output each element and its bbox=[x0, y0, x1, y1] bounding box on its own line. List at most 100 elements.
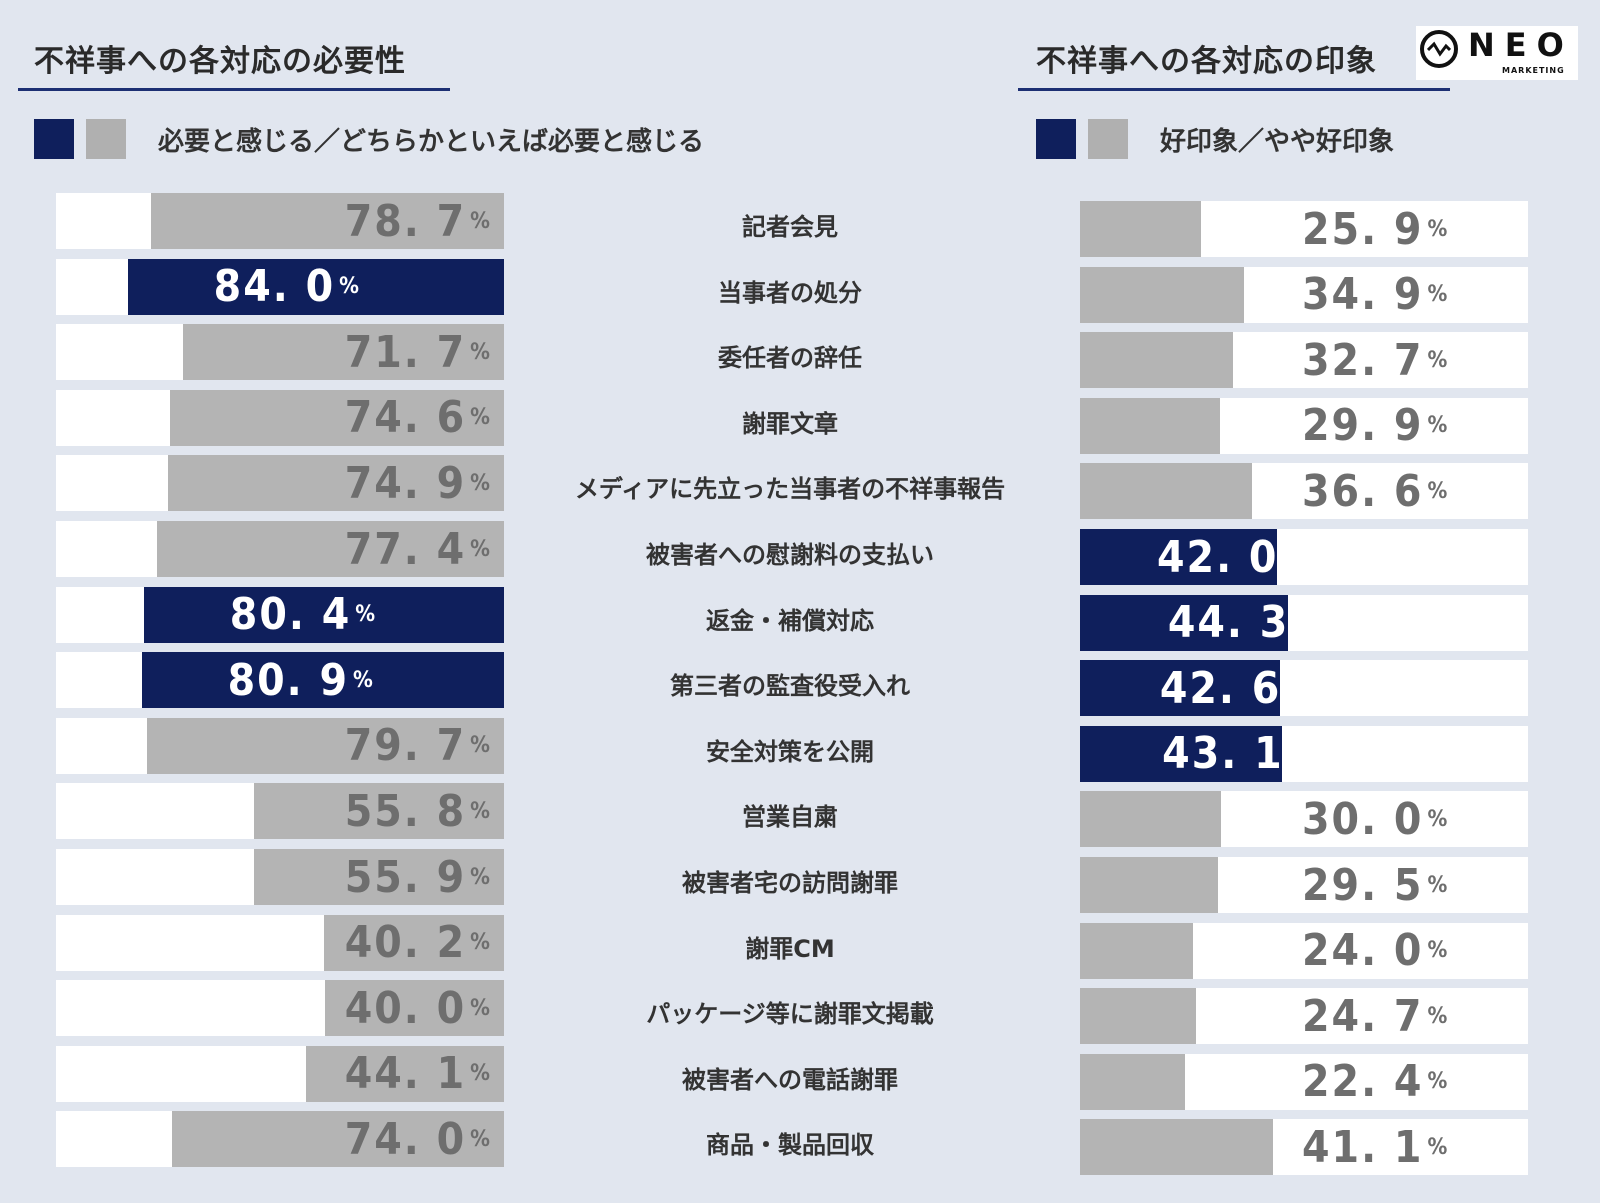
left-bar bbox=[146, 717, 504, 774]
data-label: 80. 4% bbox=[230, 587, 375, 643]
right-bar-track: 29. 5% bbox=[1080, 857, 1528, 913]
neo-marketing-logo: NEO MARKETING bbox=[1416, 26, 1578, 80]
data-label-unit: % bbox=[470, 470, 490, 496]
right-bar bbox=[1080, 988, 1196, 1045]
left-bar bbox=[168, 455, 504, 512]
data-label: 84. 0% bbox=[214, 259, 359, 315]
data-label-value: 34. 9 bbox=[1302, 269, 1424, 321]
data-label-unit: % bbox=[1427, 1069, 1448, 1095]
data-label-value: 42. 6 bbox=[1159, 662, 1282, 714]
data-label: 30. 0% bbox=[1302, 791, 1447, 847]
data-label: 43. 1% bbox=[1162, 726, 1307, 782]
data-label: 40. 2% bbox=[345, 915, 490, 971]
right-bar-track: 25. 9% bbox=[1080, 201, 1528, 257]
data-label: 42. 6% bbox=[1160, 660, 1305, 716]
left-bar bbox=[324, 980, 504, 1037]
data-label-unit: % bbox=[353, 667, 373, 693]
data-label-unit: % bbox=[1427, 1134, 1448, 1160]
right-bar bbox=[1080, 1053, 1186, 1110]
data-label: 44. 1% bbox=[345, 1046, 490, 1102]
left-bar-track: 74. 0% bbox=[56, 1111, 504, 1168]
data-label-value: 55. 9 bbox=[344, 851, 467, 903]
data-label-unit: % bbox=[339, 274, 359, 300]
data-label-unit: % bbox=[1293, 610, 1314, 636]
category-label: 委任者の辞任 bbox=[718, 344, 862, 373]
right-bar bbox=[1080, 660, 1280, 717]
data-label-unit: % bbox=[1427, 1003, 1448, 1029]
data-label: 74. 9% bbox=[345, 455, 490, 511]
left-bar bbox=[172, 1111, 504, 1168]
left-bar-track: 78. 7% bbox=[56, 193, 504, 249]
data-label: 25. 9% bbox=[1302, 201, 1447, 257]
left-bar bbox=[141, 652, 504, 709]
data-label-value: 74. 9 bbox=[344, 457, 467, 509]
data-label-value: 22. 4 bbox=[1302, 1056, 1424, 1108]
data-label-value: 80. 9 bbox=[227, 654, 350, 706]
data-label-value: 80. 4 bbox=[229, 589, 352, 641]
data-label-unit: % bbox=[470, 1126, 490, 1152]
legend-swatch-navy bbox=[34, 119, 74, 159]
right-bar bbox=[1080, 201, 1202, 257]
data-label-unit: % bbox=[1287, 741, 1308, 767]
data-label-unit: % bbox=[470, 995, 490, 1021]
left-bar bbox=[169, 389, 504, 446]
data-label-value: 24. 0 bbox=[1302, 925, 1424, 977]
data-label-value: 25. 9 bbox=[1302, 203, 1424, 255]
data-label-unit: % bbox=[1427, 282, 1448, 308]
data-label-value: 40. 0 bbox=[344, 982, 467, 1034]
category-label: 被害者への電話謝罪 bbox=[682, 1065, 898, 1094]
data-label-value: 74. 6 bbox=[344, 392, 467, 444]
left-bar bbox=[143, 586, 504, 643]
data-label: 74. 6% bbox=[345, 390, 490, 446]
data-label: 36. 6% bbox=[1302, 463, 1447, 519]
left-title-underline bbox=[18, 88, 450, 91]
left-bar-track: 40. 0% bbox=[56, 980, 504, 1037]
right-bar-track: 29. 9% bbox=[1080, 397, 1528, 454]
right-bar bbox=[1080, 1119, 1273, 1176]
data-label-unit: % bbox=[1285, 675, 1306, 701]
data-label: 24. 7% bbox=[1302, 988, 1447, 1044]
left-legend: 必要と感じる／どちらかといえば必要と感じる bbox=[34, 119, 704, 159]
category-label: パッケージ等に謝罪文掲載 bbox=[646, 1000, 934, 1029]
category-label: 当事者の処分 bbox=[718, 278, 862, 307]
category-label: メディアに先立った当事者の不祥事報告 bbox=[574, 475, 1006, 504]
data-label-unit: % bbox=[470, 864, 490, 890]
data-label-value: 43. 1 bbox=[1162, 728, 1284, 780]
category-label: 返金・補償対応 bbox=[706, 606, 874, 635]
data-label-value: 40. 2 bbox=[344, 917, 467, 969]
data-label-value: 42. 0 bbox=[1157, 531, 1279, 583]
data-label-value: 71. 7 bbox=[344, 326, 467, 378]
data-label-unit: % bbox=[1427, 872, 1448, 898]
left-bar-track: 55. 8% bbox=[56, 783, 504, 840]
category-label: 被害者宅の訪問謝罪 bbox=[682, 869, 898, 897]
right-bar bbox=[1080, 725, 1283, 782]
category-label: 営業自粛 bbox=[742, 803, 838, 832]
category-label: 第三者の監査役受入れ bbox=[670, 672, 910, 701]
category-label: 被害者への慰謝料の支払い bbox=[646, 541, 934, 569]
data-label-unit: % bbox=[470, 930, 490, 956]
data-label-value: 84. 0 bbox=[213, 261, 336, 313]
data-label-value: 32. 7 bbox=[1302, 334, 1424, 386]
data-label-unit: % bbox=[355, 602, 376, 628]
data-label: 55. 9% bbox=[345, 849, 490, 905]
data-label-value: 74. 0 bbox=[344, 1113, 467, 1165]
right-bar bbox=[1080, 529, 1278, 585]
left-bar-track: 74. 9% bbox=[56, 455, 504, 512]
left-bar bbox=[151, 193, 504, 249]
legend-swatch-gray bbox=[1088, 119, 1128, 159]
right-bar bbox=[1080, 922, 1193, 979]
data-label: 71. 7% bbox=[345, 324, 490, 380]
right-bar-track: 34. 9% bbox=[1080, 266, 1528, 323]
legend-swatch-navy bbox=[1036, 119, 1076, 159]
left-bar-track: 44. 1% bbox=[56, 1045, 504, 1102]
data-label-unit: % bbox=[470, 798, 490, 824]
data-label-value: 24. 7 bbox=[1302, 990, 1424, 1042]
category-label: 記者会見 bbox=[742, 213, 838, 241]
category-label: 商品・製品回収 bbox=[706, 1131, 874, 1160]
right-bar-track: 24. 7% bbox=[1080, 988, 1528, 1045]
data-label-value: 55. 8 bbox=[344, 785, 467, 837]
right-bar bbox=[1080, 857, 1219, 913]
right-bar-track: 24. 0% bbox=[1080, 922, 1528, 979]
left-bar bbox=[254, 783, 504, 840]
left-bar-track: 80. 9% bbox=[56, 652, 504, 709]
